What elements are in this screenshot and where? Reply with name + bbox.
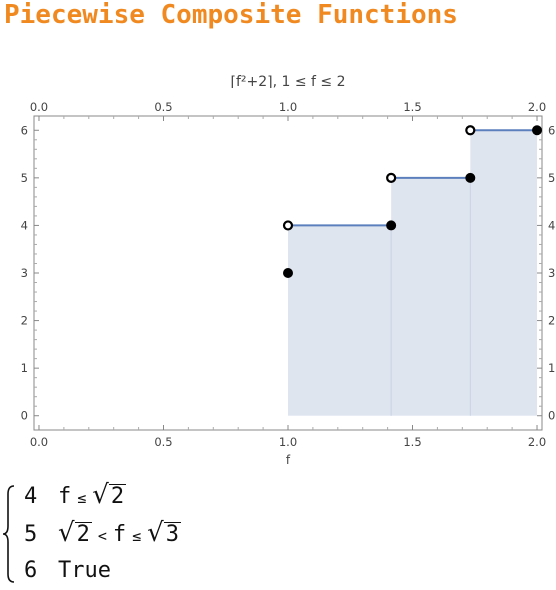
x-tick-label-top: 1.5: [403, 100, 421, 114]
step-fill: [288, 225, 392, 416]
x-tick-label-bottom: 0.5: [154, 435, 172, 449]
y-tick-label-right: 2: [548, 314, 555, 328]
x-tick-label-top: 0.5: [154, 100, 172, 114]
piecewise-relation: ≤: [132, 527, 142, 545]
piecewise-row-3: 6 True: [24, 558, 111, 588]
y-tick-label-right: 6: [548, 123, 555, 137]
sqrt-argument: 3: [163, 522, 181, 547]
closed-point: [386, 220, 397, 231]
step-fill: [470, 130, 538, 416]
sqrt-argument: 2: [108, 484, 127, 509]
x-tick-label-bottom: 0.0: [30, 435, 48, 449]
sqrt-symbol: √: [58, 518, 75, 548]
sqrt-expression: √ 3: [147, 518, 181, 548]
closed-point: [283, 268, 293, 278]
y-tick-label-left: 3: [21, 266, 28, 280]
piecewise-relation: ≤: [77, 489, 87, 507]
closed-point: [465, 172, 476, 183]
open-point: [465, 125, 476, 136]
chart-title: ⌈f²+2⌉, 1 ≤ f ≤ 2: [230, 74, 345, 90]
y-tick-label-right: 3: [548, 266, 555, 280]
piecewise-var: f: [112, 522, 127, 547]
sqrt-symbol: √: [92, 480, 109, 510]
sqrt-symbol: √: [147, 518, 164, 548]
x-tick-label-top: 2.0: [528, 100, 546, 114]
page-title: Piecewise Composite Functions: [4, 0, 458, 30]
x-tick-label-bottom: 2.0: [528, 435, 546, 449]
y-tick-label-left: 2: [21, 314, 28, 328]
piecewise-brace: [2, 485, 15, 583]
piecewise-var: f: [58, 484, 72, 509]
piecewise-relation: <: [97, 527, 107, 545]
y-tick-label-right: 5: [548, 171, 555, 185]
sqrt-expression: √ 2: [58, 518, 92, 548]
open-point: [386, 172, 397, 183]
x-tick-label-top: 1.0: [279, 100, 297, 114]
y-tick-label-right: 4: [548, 218, 555, 232]
y-tick-label-right: 0: [548, 409, 555, 423]
y-tick-label-left: 4: [21, 218, 28, 232]
sqrt-expression: √ 2: [92, 480, 127, 510]
x-tick-label-bottom: 1.5: [403, 435, 421, 449]
y-tick-label-left: 0: [21, 409, 28, 423]
y-tick-label-left: 6: [21, 123, 28, 137]
x-axis-label: f: [286, 453, 291, 467]
piecewise-row-2: 5 √ 2 < f ≤ √ 3: [24, 518, 181, 548]
y-tick-label-left: 5: [21, 171, 28, 185]
x-tick-label-top: 0.0: [30, 100, 48, 114]
y-tick-label-left: 1: [21, 361, 28, 375]
piecewise-value: 5: [24, 522, 38, 547]
closed-point: [532, 125, 543, 136]
step-fill: [391, 177, 471, 416]
piecewise-row-1: 4 f ≤ √ 2: [24, 480, 127, 510]
piecewise-definition: 4 f ≤ √ 2 5 √ 2 < f ≤ √ 3 6 True: [0, 478, 300, 590]
y-tick-label-right: 1: [548, 361, 555, 375]
sqrt-argument: 2: [74, 522, 92, 547]
piecewise-value: 6: [24, 558, 38, 583]
piecewise-value: 4: [24, 484, 38, 509]
step-function-chart: 0.00.00.50.51.01.01.51.52.02.00 01 12 23 34 4…: [21, 74, 556, 467]
piecewise-condition-text: True: [58, 558, 111, 583]
open-point: [282, 220, 294, 231]
x-tick-label-bottom: 1.0: [279, 435, 297, 449]
